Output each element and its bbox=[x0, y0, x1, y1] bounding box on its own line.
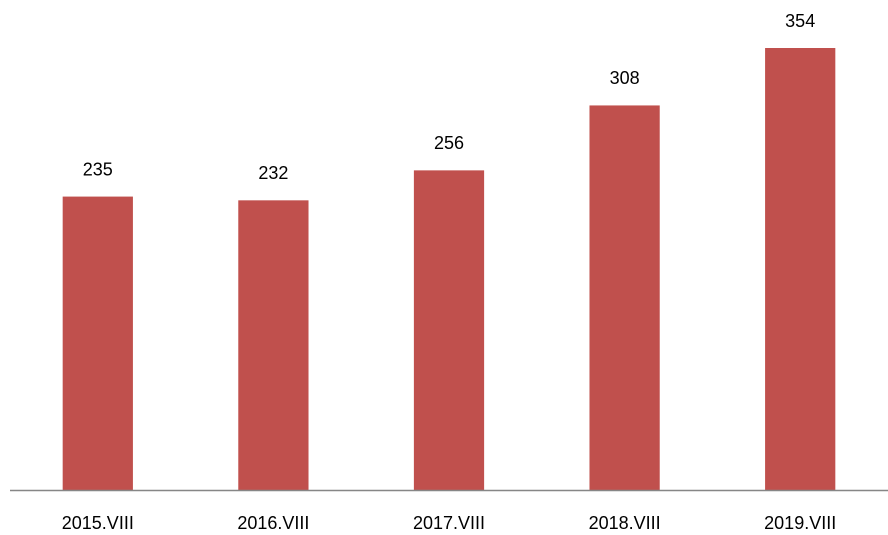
bar bbox=[62, 196, 133, 491]
data-label: 308 bbox=[610, 68, 640, 88]
data-label: 235 bbox=[83, 159, 113, 179]
x-tick-label: 2017.VIII bbox=[413, 513, 485, 533]
x-tick-label: 2016.VIII bbox=[237, 513, 309, 533]
data-label: 354 bbox=[785, 11, 815, 31]
bar bbox=[765, 48, 836, 490]
bar bbox=[589, 105, 660, 490]
x-tick-label: 2019.VIII bbox=[764, 513, 836, 533]
data-label: 256 bbox=[434, 133, 464, 153]
bar bbox=[238, 200, 309, 490]
x-tick-label: 2018.VIII bbox=[589, 513, 661, 533]
x-tick-label: 2015.VIII bbox=[62, 513, 134, 533]
bar bbox=[413, 170, 485, 491]
data-label: 232 bbox=[258, 163, 288, 183]
